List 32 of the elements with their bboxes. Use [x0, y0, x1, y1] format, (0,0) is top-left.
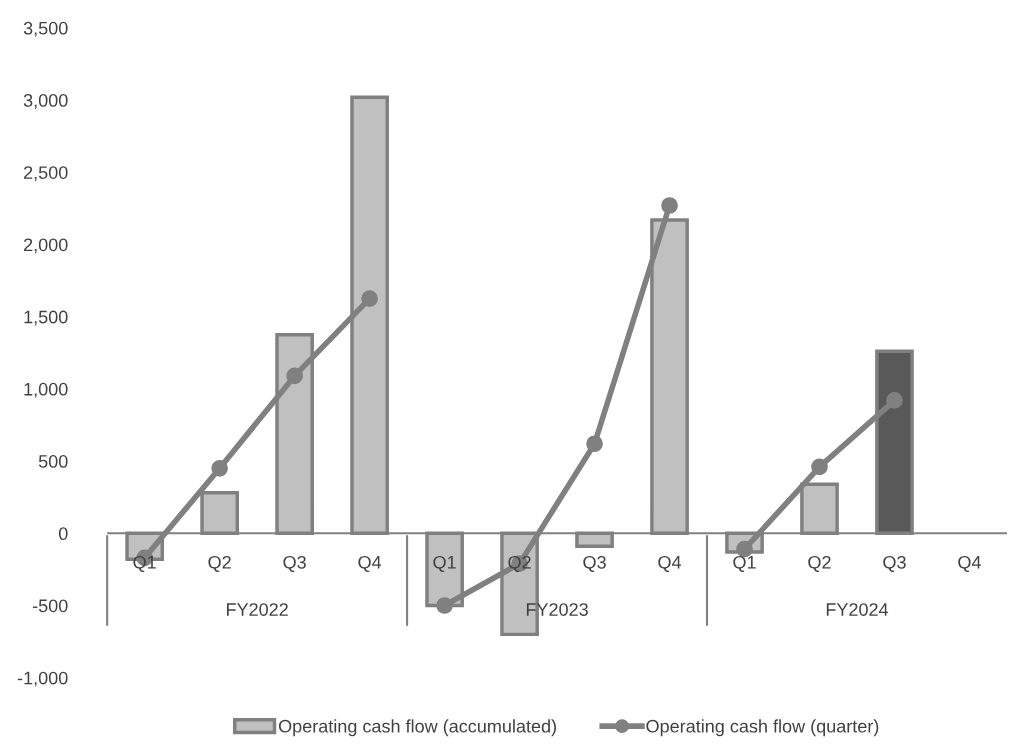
point: [811, 458, 828, 476]
point: [361, 290, 378, 307]
legend-label: Operating cash flow (accumulated): [278, 719, 556, 737]
point: [586, 435, 603, 453]
x-tick-label: Q1: [433, 555, 456, 572]
y-tick-label: 500: [38, 455, 68, 468]
point: [286, 367, 303, 385]
x-tick-label: Q1: [733, 555, 756, 572]
point: [436, 597, 453, 614]
x-tick-label: Q2: [208, 555, 231, 572]
x-tick-label: Q3: [283, 555, 306, 572]
x-tick-label: Q4: [658, 555, 682, 572]
y-tick-label: -1,000: [17, 671, 68, 687]
y-tick-label: 0: [58, 527, 68, 541]
x-tick-label: Q3: [883, 555, 906, 572]
annotation: FY2022: [227, 603, 288, 616]
y-tick-label: -500: [32, 599, 68, 613]
annotation: FY2024: [826, 603, 889, 616]
point: [211, 459, 228, 477]
y-tick-label: 3,000: [23, 94, 68, 109]
x-tick-label: Q2: [808, 555, 831, 572]
y-tick-label: 3,500: [23, 21, 68, 37]
x-tick-label: Q3: [583, 555, 606, 572]
y-tick-label: 1,000: [24, 382, 68, 398]
x-tick-label: Q4: [358, 555, 382, 572]
x-tick-label: Q4: [958, 555, 981, 572]
point: [886, 392, 903, 409]
y-tick-label: 2,000: [24, 238, 68, 254]
legend-label: Operating cash flow (quarter): [646, 719, 879, 737]
y-tick-label: 2,500: [24, 166, 68, 182]
point: [661, 197, 678, 214]
y-tick-label: 1,500: [24, 310, 68, 326]
